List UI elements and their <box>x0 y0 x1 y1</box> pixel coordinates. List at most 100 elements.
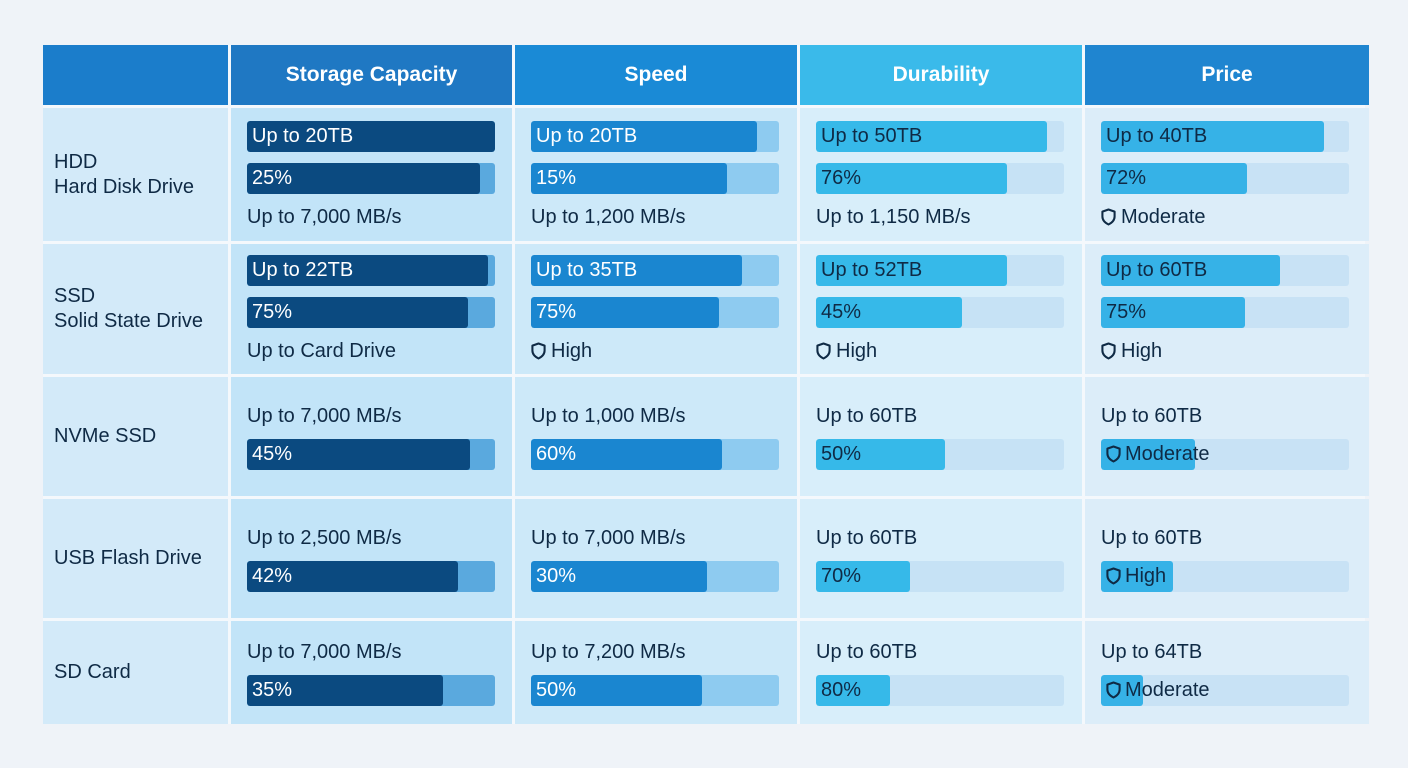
progress-bar-fill <box>531 120 757 152</box>
progress-bar-text: 75% <box>1106 301 1147 323</box>
progress-bar: Up to 22TB <box>247 255 495 286</box>
progress-bar-label: 80% <box>816 675 1064 706</box>
shield-icon <box>1106 445 1121 463</box>
progress-bar-text: 35% <box>252 678 293 701</box>
progress-bar-label: Up to 35TB <box>531 255 779 286</box>
progress-bar-label: 50% <box>531 675 779 706</box>
progress-bar: 60% <box>531 438 779 470</box>
cell-text: Up to 7,000 MB/s <box>531 526 781 550</box>
progress-bar: Up to 40TB <box>1101 120 1349 152</box>
progress-bar: 80% <box>816 674 1064 706</box>
table-cell: Up to 60TB High <box>1085 499 1369 618</box>
table-cell: Up to 60TB 75% High <box>1085 244 1369 374</box>
progress-bar-fill <box>247 297 468 328</box>
cell-text: Up to 1,000 MB/s <box>531 404 781 428</box>
row-label-line: SD Card <box>54 661 131 683</box>
cell-text-value: Up to 7,000 MB/s <box>531 526 686 549</box>
cell-text-value: Up to 64TB <box>1101 640 1203 663</box>
cell-text-value: Moderate <box>1121 205 1206 228</box>
progress-bar-text: 15% <box>536 166 577 189</box>
progress-bar-text: 25% <box>252 166 293 189</box>
progress-bar: High <box>1101 560 1349 592</box>
progress-bar-text: 76% <box>821 166 862 189</box>
progress-bar-text: Up to 22TB <box>252 259 354 281</box>
row-label: HDD Hard Disk Drive <box>43 108 228 241</box>
row-label-line: Solid State Drive <box>54 310 203 332</box>
progress-bar-fill <box>1101 255 1280 286</box>
progress-bar-text: 42% <box>252 564 293 587</box>
progress-bar-label: 76% <box>816 163 1064 194</box>
progress-bar-label: 35% <box>247 675 495 706</box>
column-header-price[interactable]: Price <box>1085 45 1369 105</box>
cell-text: Up to 7,000 MB/s <box>247 404 496 428</box>
column-header-speed[interactable]: Speed <box>515 45 797 105</box>
cell-text-value: Up to 7,200 MB/s <box>531 640 686 663</box>
cell-text-value: Up to 7,000 MB/s <box>247 640 402 663</box>
cell-text-value: High <box>551 340 593 362</box>
progress-bar-fill <box>531 560 708 592</box>
cell-text: Up to 60TB <box>816 640 1066 664</box>
column-header-storage-capacity[interactable]: Storage Capacity <box>231 45 512 105</box>
table-cell: Up to 60TB Moderate <box>1085 377 1369 496</box>
progress-bar: Moderate <box>1101 674 1349 706</box>
progress-bar-fill <box>531 255 742 286</box>
cell-text: Up to Card Drive <box>247 339 496 363</box>
progress-bar-text: 75% <box>536 301 577 323</box>
progress-bar-label: 75% <box>247 297 495 328</box>
progress-bar-text: Up to 20TB <box>252 124 354 147</box>
progress-bar: Up to 60TB <box>1101 255 1349 286</box>
progress-bar-text: Moderate <box>1125 442 1210 465</box>
column-header-durability[interactable]: Durability <box>800 45 1082 105</box>
progress-bar-label: 42% <box>247 561 495 592</box>
shield-icon <box>816 342 831 360</box>
progress-bar-fill <box>1101 438 1196 470</box>
progress-bar-label: Up to 40TB <box>1101 121 1349 152</box>
table-cell: Up to 60TB 70% <box>800 499 1082 618</box>
shield-icon <box>1101 342 1116 360</box>
header-corner[interactable] <box>43 45 228 105</box>
progress-bar-fill <box>247 255 488 286</box>
progress-bar-label: High <box>1101 561 1349 592</box>
progress-bar-label: 75% <box>1101 297 1349 328</box>
progress-bar-text: Up to 60TB <box>1106 259 1208 281</box>
cell-text-value: Up to 60TB <box>816 640 918 663</box>
progress-bar-label: 60% <box>531 439 779 470</box>
progress-bar-text: 50% <box>821 442 862 465</box>
progress-bar-fill <box>247 162 481 194</box>
progress-bar-text: 70% <box>821 564 862 587</box>
progress-bar: Up to 20TB <box>531 120 779 152</box>
shield-icon <box>1106 567 1121 585</box>
table-cell: Up to 22TB 75% Up to Card Drive <box>231 244 512 374</box>
progress-bar-fill <box>816 560 911 592</box>
cell-text-value: High <box>1121 340 1163 362</box>
table-cell: Up to 52TB 45% High <box>800 244 1082 374</box>
cell-text: Up to 60TB <box>1101 526 1353 550</box>
progress-bar-label: Moderate <box>1101 439 1349 470</box>
cell-text: Up to 1,150 MB/s <box>816 205 1066 229</box>
progress-bar-fill <box>531 297 720 328</box>
progress-bar: 50% <box>531 674 779 706</box>
progress-bar: 45% <box>816 297 1064 328</box>
progress-bar: Up to 20TB <box>247 120 495 152</box>
progress-bar-fill <box>1101 297 1245 328</box>
progress-bar-label: Up to 20TB <box>247 121 495 152</box>
progress-bar-label: 50% <box>816 439 1064 470</box>
progress-bar-fill <box>1101 120 1325 152</box>
progress-bar-label: Up to 20TB <box>531 121 779 152</box>
table-cell: Up to 1,000 MB/s 60% <box>515 377 797 496</box>
progress-bar: 42% <box>247 560 495 592</box>
table-cell: Up to 20TB 15% Up to 1,200 MB/s <box>515 108 797 241</box>
progress-bar-label: Up to 50TB <box>816 121 1064 152</box>
row-label-line: Hard Disk Drive <box>54 175 195 198</box>
shield-icon <box>1106 681 1121 699</box>
progress-bar: Up to 35TB <box>531 255 779 286</box>
progress-bar-fill <box>816 255 1007 286</box>
progress-bar-label: 25% <box>247 163 495 194</box>
progress-bar-fill <box>531 674 703 706</box>
progress-bar: 70% <box>816 560 1064 592</box>
row-label-line: NVMe SSD <box>54 425 157 447</box>
progress-bar-label: 75% <box>531 297 779 328</box>
progress-bar-text: 80% <box>821 678 862 701</box>
cell-text: Up to 1,200 MB/s <box>531 205 781 229</box>
progress-bar: 75% <box>531 297 779 328</box>
